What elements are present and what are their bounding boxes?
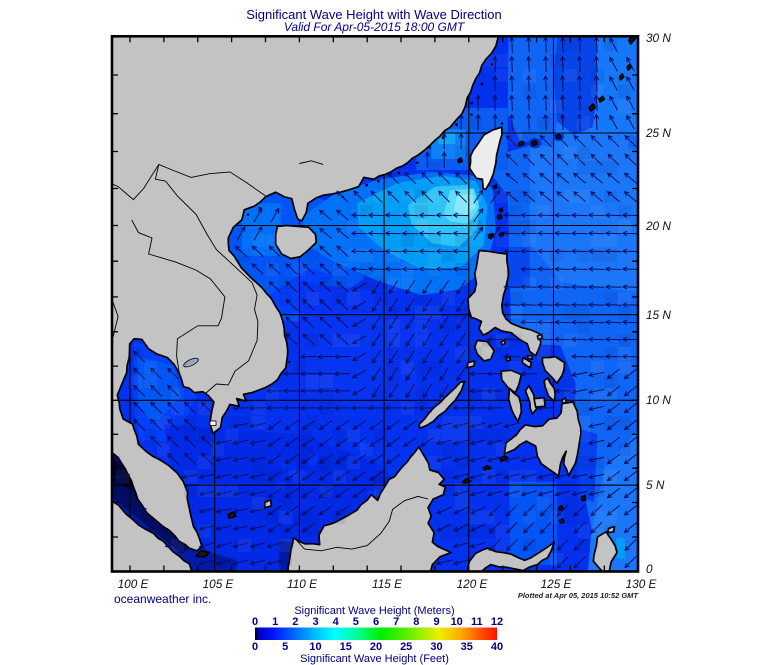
svg-text:Significant Wave Height with W: Significant Wave Height with Wave Direct… xyxy=(246,7,502,22)
svg-text:20 N: 20 N xyxy=(645,219,671,233)
svg-text:3: 3 xyxy=(312,616,318,628)
svg-text:Significant Wave Height (Feet): Significant Wave Height (Feet) xyxy=(300,653,449,665)
svg-text:oceanweather inc.: oceanweather inc. xyxy=(114,592,211,606)
svg-text:15: 15 xyxy=(340,641,352,653)
svg-text:11: 11 xyxy=(471,616,483,628)
svg-text:125 E: 125 E xyxy=(541,577,572,591)
svg-text:12: 12 xyxy=(491,616,503,628)
svg-text:5: 5 xyxy=(353,616,359,628)
svg-text:5: 5 xyxy=(282,641,288,653)
svg-text:20: 20 xyxy=(370,641,382,653)
svg-text:2: 2 xyxy=(292,616,298,628)
svg-text:7: 7 xyxy=(393,616,399,628)
svg-text:30 N: 30 N xyxy=(646,31,671,45)
svg-text:110 E: 110 E xyxy=(287,577,317,591)
svg-text:105 E: 105 E xyxy=(203,577,234,591)
svg-text:10 N: 10 N xyxy=(646,393,671,407)
svg-text:25 N: 25 N xyxy=(645,126,671,140)
svg-text:10: 10 xyxy=(309,641,321,653)
svg-text:0: 0 xyxy=(252,641,258,653)
svg-text:115 E: 115 E xyxy=(372,577,402,591)
svg-text:15 N: 15 N xyxy=(646,308,671,322)
svg-text:Significant Wave Height (Meter: Significant Wave Height (Meters) xyxy=(294,605,454,617)
svg-text:130 E: 130 E xyxy=(626,577,657,591)
svg-text:100 E: 100 E xyxy=(118,577,149,591)
svg-text:0: 0 xyxy=(252,616,258,628)
svg-text:25: 25 xyxy=(400,641,412,653)
svg-text:6: 6 xyxy=(373,616,379,628)
svg-text:1: 1 xyxy=(272,616,278,628)
svg-text:120 E: 120 E xyxy=(457,577,488,591)
svg-text:30: 30 xyxy=(430,641,442,653)
svg-text:8: 8 xyxy=(413,616,419,628)
svg-text:4: 4 xyxy=(333,616,340,628)
svg-text:5 N: 5 N xyxy=(646,478,665,492)
svg-text:35: 35 xyxy=(461,641,473,653)
svg-text:Valid For Apr-05-2015 18:00 GM: Valid For Apr-05-2015 18:00 GMT xyxy=(284,20,466,34)
svg-text:40: 40 xyxy=(491,641,503,653)
svg-text:10: 10 xyxy=(451,616,463,628)
svg-text:Plotted at Apr 05, 2015 10:52: Plotted at Apr 05, 2015 10:52 GMT xyxy=(518,591,640,600)
svg-text:0: 0 xyxy=(646,562,653,576)
svg-text:9: 9 xyxy=(433,616,439,628)
